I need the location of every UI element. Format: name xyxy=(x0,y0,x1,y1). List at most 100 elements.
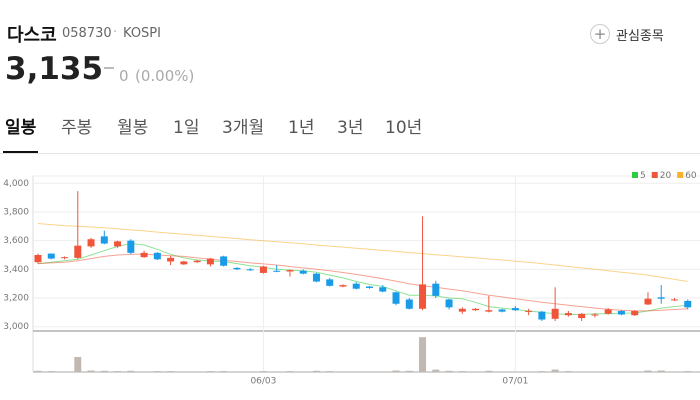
volume-bar xyxy=(47,371,55,372)
volume-bar xyxy=(180,371,188,372)
legend-swatch xyxy=(651,172,658,178)
candle-body xyxy=(657,297,665,299)
candle-body xyxy=(379,287,387,292)
candle-body xyxy=(405,299,413,309)
change: 0 xyxy=(119,67,129,85)
y-tick-label: 3,400 xyxy=(3,265,29,275)
volume-bar xyxy=(246,371,254,372)
y-tick-label: 3,600 xyxy=(3,236,29,246)
volume-bar xyxy=(61,371,69,372)
candle-body xyxy=(206,258,214,265)
candle-body xyxy=(591,314,599,316)
stock-code: 058730 xyxy=(62,26,112,41)
volume-bar xyxy=(591,371,599,372)
tab[interactable]: 3개월 xyxy=(222,118,265,138)
volume-bar xyxy=(564,371,572,372)
candle-body xyxy=(100,236,108,244)
volume-bar xyxy=(578,371,586,372)
volume-bar xyxy=(326,371,334,372)
candle-body xyxy=(366,286,373,288)
volume-bar xyxy=(259,371,267,372)
candle-body xyxy=(47,253,55,259)
volume-bar xyxy=(538,371,546,372)
volume-bar xyxy=(644,370,652,372)
volume-bar xyxy=(472,371,480,372)
tab[interactable]: 주봉 xyxy=(61,118,93,138)
volume-bar xyxy=(525,371,533,372)
legend-label: 20 xyxy=(660,171,672,181)
legend-label: 5 xyxy=(640,171,646,181)
candle-body xyxy=(617,310,625,315)
tab[interactable]: 1일 xyxy=(173,118,200,138)
candle-body xyxy=(445,299,453,308)
volume-bar xyxy=(100,370,108,372)
volume-bar xyxy=(392,370,400,372)
volume-bar xyxy=(604,371,612,372)
tab[interactable]: 3년 xyxy=(337,118,364,138)
volume-bar xyxy=(617,371,625,372)
candle-body xyxy=(140,252,148,258)
candle-body xyxy=(34,255,42,263)
candle-body xyxy=(246,269,254,271)
y-tick-label: 3,200 xyxy=(3,294,29,304)
legend-swatch xyxy=(632,172,638,178)
candle-body xyxy=(472,308,480,311)
candle-body xyxy=(233,267,241,270)
volume-bar xyxy=(432,369,440,372)
candle-body xyxy=(525,310,533,312)
y-tick-label: 4,000 xyxy=(3,179,29,189)
volume-bar xyxy=(74,357,82,372)
volume-bar xyxy=(352,371,360,372)
y-tick-label: 3,800 xyxy=(3,207,29,217)
candle-body xyxy=(127,240,135,253)
volume-bar xyxy=(206,371,214,372)
tab[interactable]: 1년 xyxy=(288,118,315,138)
candle-body xyxy=(74,245,82,258)
candle-body xyxy=(87,239,95,247)
volume-bar xyxy=(127,370,135,372)
volume-bar xyxy=(87,370,95,372)
candle-body xyxy=(604,309,612,314)
volume-bar xyxy=(379,371,387,372)
tab[interactable]: 일봉 xyxy=(5,118,37,138)
legend-swatch xyxy=(677,172,684,178)
tab[interactable]: 월봉 xyxy=(117,118,149,138)
candle-body xyxy=(167,257,175,262)
volume-bar xyxy=(34,370,42,372)
tab-underline xyxy=(3,151,38,153)
y-tick-label: 3,000 xyxy=(3,322,29,332)
volume-bar xyxy=(511,371,519,372)
candle-body xyxy=(220,256,228,266)
volume-bar xyxy=(193,371,201,372)
candle-body xyxy=(273,270,281,272)
volume-bar xyxy=(684,371,692,372)
candle-body xyxy=(432,283,440,296)
candle-body xyxy=(670,299,678,301)
candle-body xyxy=(538,311,546,320)
volume-bar xyxy=(114,371,122,372)
volume-bar xyxy=(339,371,347,372)
candle-body xyxy=(193,260,201,263)
candle-body xyxy=(153,252,161,260)
watch-button[interactable]: + 관심종목 xyxy=(590,22,664,46)
candle-body xyxy=(299,270,307,274)
candle-body xyxy=(339,285,347,287)
plus-icon: + xyxy=(590,24,610,44)
watch-label: 관심종목 xyxy=(616,28,664,44)
candle-body xyxy=(458,308,466,312)
volume-bar xyxy=(312,370,320,372)
candle-body xyxy=(392,292,400,304)
volume-bar xyxy=(167,371,175,372)
volume-bar xyxy=(299,371,307,372)
volume-bar xyxy=(233,371,241,372)
market: KOSPI xyxy=(123,26,161,41)
candle-body xyxy=(631,310,639,316)
stock-name: 다스코 xyxy=(7,25,57,46)
candle-body xyxy=(578,313,586,319)
tab[interactable]: 10년 xyxy=(385,118,423,138)
volume-bar xyxy=(140,371,148,372)
separator: · xyxy=(113,25,118,40)
ma-line xyxy=(37,223,688,282)
